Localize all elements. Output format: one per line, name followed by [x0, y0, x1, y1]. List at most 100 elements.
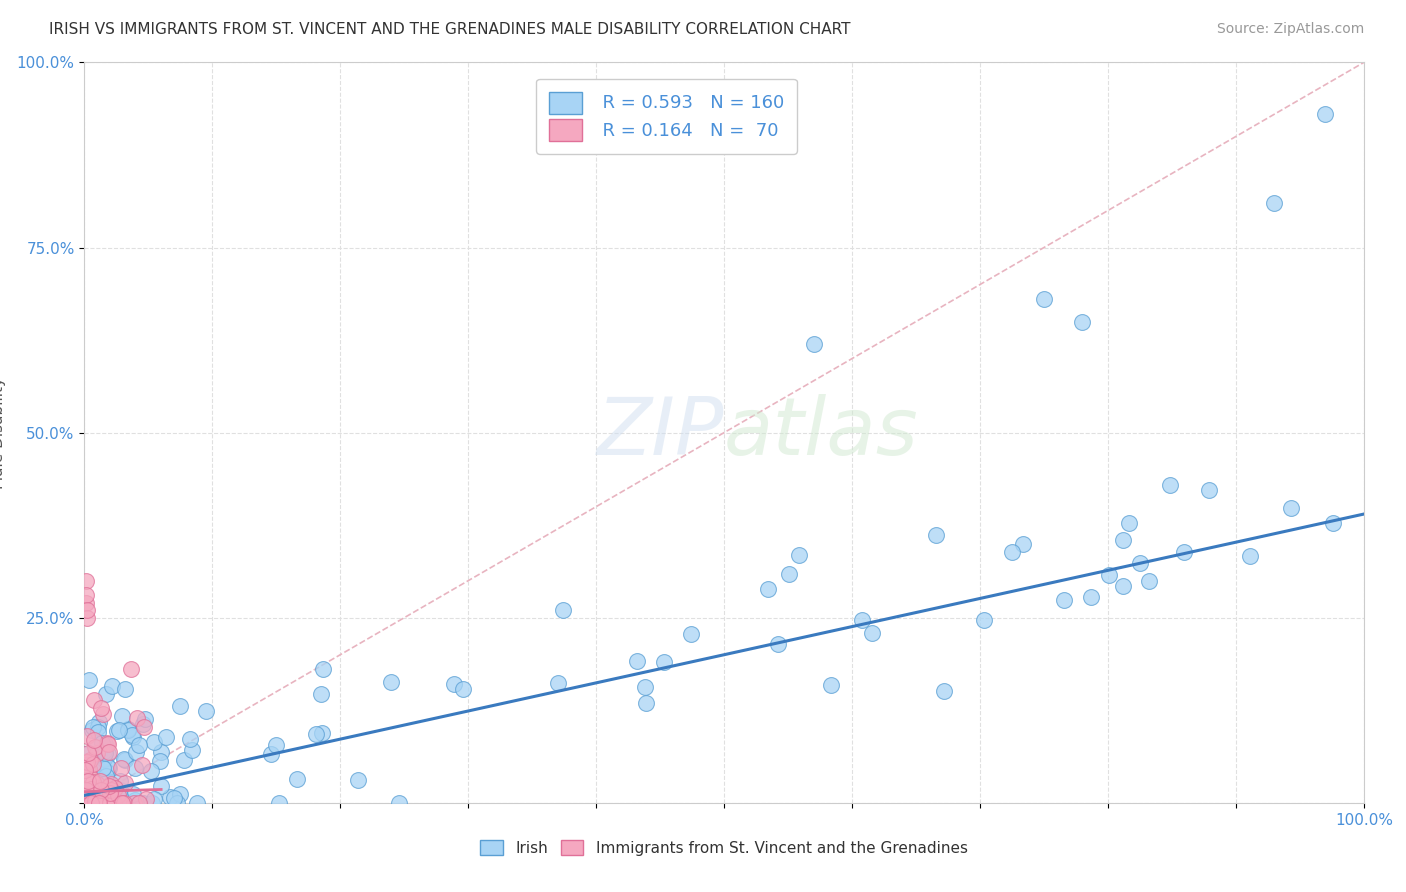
- Point: [1315, 107, 1337, 121]
- Point: [82, 756, 104, 771]
- Point: [84, 796, 107, 810]
- Point: [94, 769, 117, 783]
- Point: [150, 779, 173, 793]
- Point: [83, 796, 105, 810]
- Point: [1239, 549, 1261, 563]
- Point: [169, 787, 191, 801]
- Point: [97, 745, 120, 759]
- Point: [80, 796, 103, 810]
- Point: [90, 796, 112, 810]
- Point: [100, 783, 122, 797]
- Point: [1137, 574, 1160, 589]
- Point: [114, 796, 136, 810]
- Point: [1118, 516, 1140, 530]
- Point: [122, 796, 145, 810]
- Point: [1112, 579, 1135, 593]
- Point: [114, 753, 136, 767]
- Point: [155, 730, 177, 744]
- Point: [80, 781, 103, 796]
- Point: [112, 796, 135, 810]
- Point: [82, 789, 104, 804]
- Point: [90, 796, 112, 810]
- Point: [86, 757, 108, 772]
- Point: [75, 796, 97, 810]
- Legend: Irish, Immigrants from St. Vincent and the Grenadines: Irish, Immigrants from St. Vincent and t…: [474, 834, 974, 862]
- Point: [443, 677, 465, 691]
- Point: [82, 793, 104, 807]
- Point: [103, 796, 125, 810]
- Point: [89, 796, 111, 810]
- Point: [1112, 533, 1135, 547]
- Point: [114, 776, 136, 790]
- Point: [93, 740, 115, 755]
- Point: [132, 796, 155, 810]
- Text: Source: ZipAtlas.com: Source: ZipAtlas.com: [1216, 22, 1364, 37]
- Point: [851, 613, 873, 627]
- Point: [107, 785, 129, 799]
- Point: [159, 789, 181, 804]
- Point: [79, 753, 101, 767]
- Point: [107, 788, 129, 802]
- Point: [114, 681, 136, 696]
- Point: [131, 717, 153, 731]
- Point: [94, 687, 117, 701]
- Point: [787, 548, 810, 562]
- Point: [1322, 516, 1344, 530]
- Point: [135, 792, 157, 806]
- Point: [93, 751, 115, 765]
- Point: [77, 796, 100, 810]
- Point: [96, 796, 118, 810]
- Point: [89, 774, 111, 789]
- Point: [932, 683, 955, 698]
- Point: [76, 610, 98, 624]
- Point: [90, 736, 112, 750]
- Point: [75, 757, 97, 772]
- Point: [112, 752, 135, 766]
- Point: [98, 779, 121, 793]
- Point: [76, 796, 98, 810]
- Point: [128, 796, 150, 810]
- Point: [77, 762, 100, 776]
- Point: [84, 796, 107, 810]
- Point: [141, 796, 163, 810]
- Point: [547, 675, 569, 690]
- Point: [127, 711, 149, 725]
- Point: [94, 746, 117, 760]
- Point: [77, 673, 100, 687]
- Point: [83, 732, 105, 747]
- Point: [346, 772, 368, 787]
- Point: [82, 720, 104, 734]
- Point: [110, 761, 132, 775]
- Point: [766, 637, 789, 651]
- Point: [163, 791, 186, 805]
- Point: [86, 777, 108, 791]
- Point: [98, 786, 121, 800]
- Point: [77, 796, 100, 810]
- Point: [90, 796, 112, 810]
- Point: [86, 796, 108, 810]
- Point: [128, 738, 150, 752]
- Point: [76, 796, 98, 810]
- Point: [87, 720, 110, 734]
- Point: [820, 678, 842, 692]
- Point: [131, 757, 153, 772]
- Point: [83, 789, 105, 803]
- Point: [636, 696, 658, 710]
- Point: [149, 755, 172, 769]
- Point: [86, 747, 108, 761]
- Point: [90, 796, 112, 810]
- Point: [1173, 544, 1195, 558]
- Point: [96, 765, 118, 780]
- Point: [76, 773, 98, 788]
- Point: [169, 699, 191, 714]
- Point: [652, 655, 675, 669]
- Point: [1080, 590, 1102, 604]
- Point: [100, 679, 122, 693]
- Point: [679, 627, 702, 641]
- Point: [76, 796, 98, 810]
- Point: [120, 662, 142, 676]
- Point: [79, 796, 101, 810]
- Point: [634, 680, 657, 694]
- Point: [77, 796, 100, 810]
- Point: [1279, 500, 1302, 515]
